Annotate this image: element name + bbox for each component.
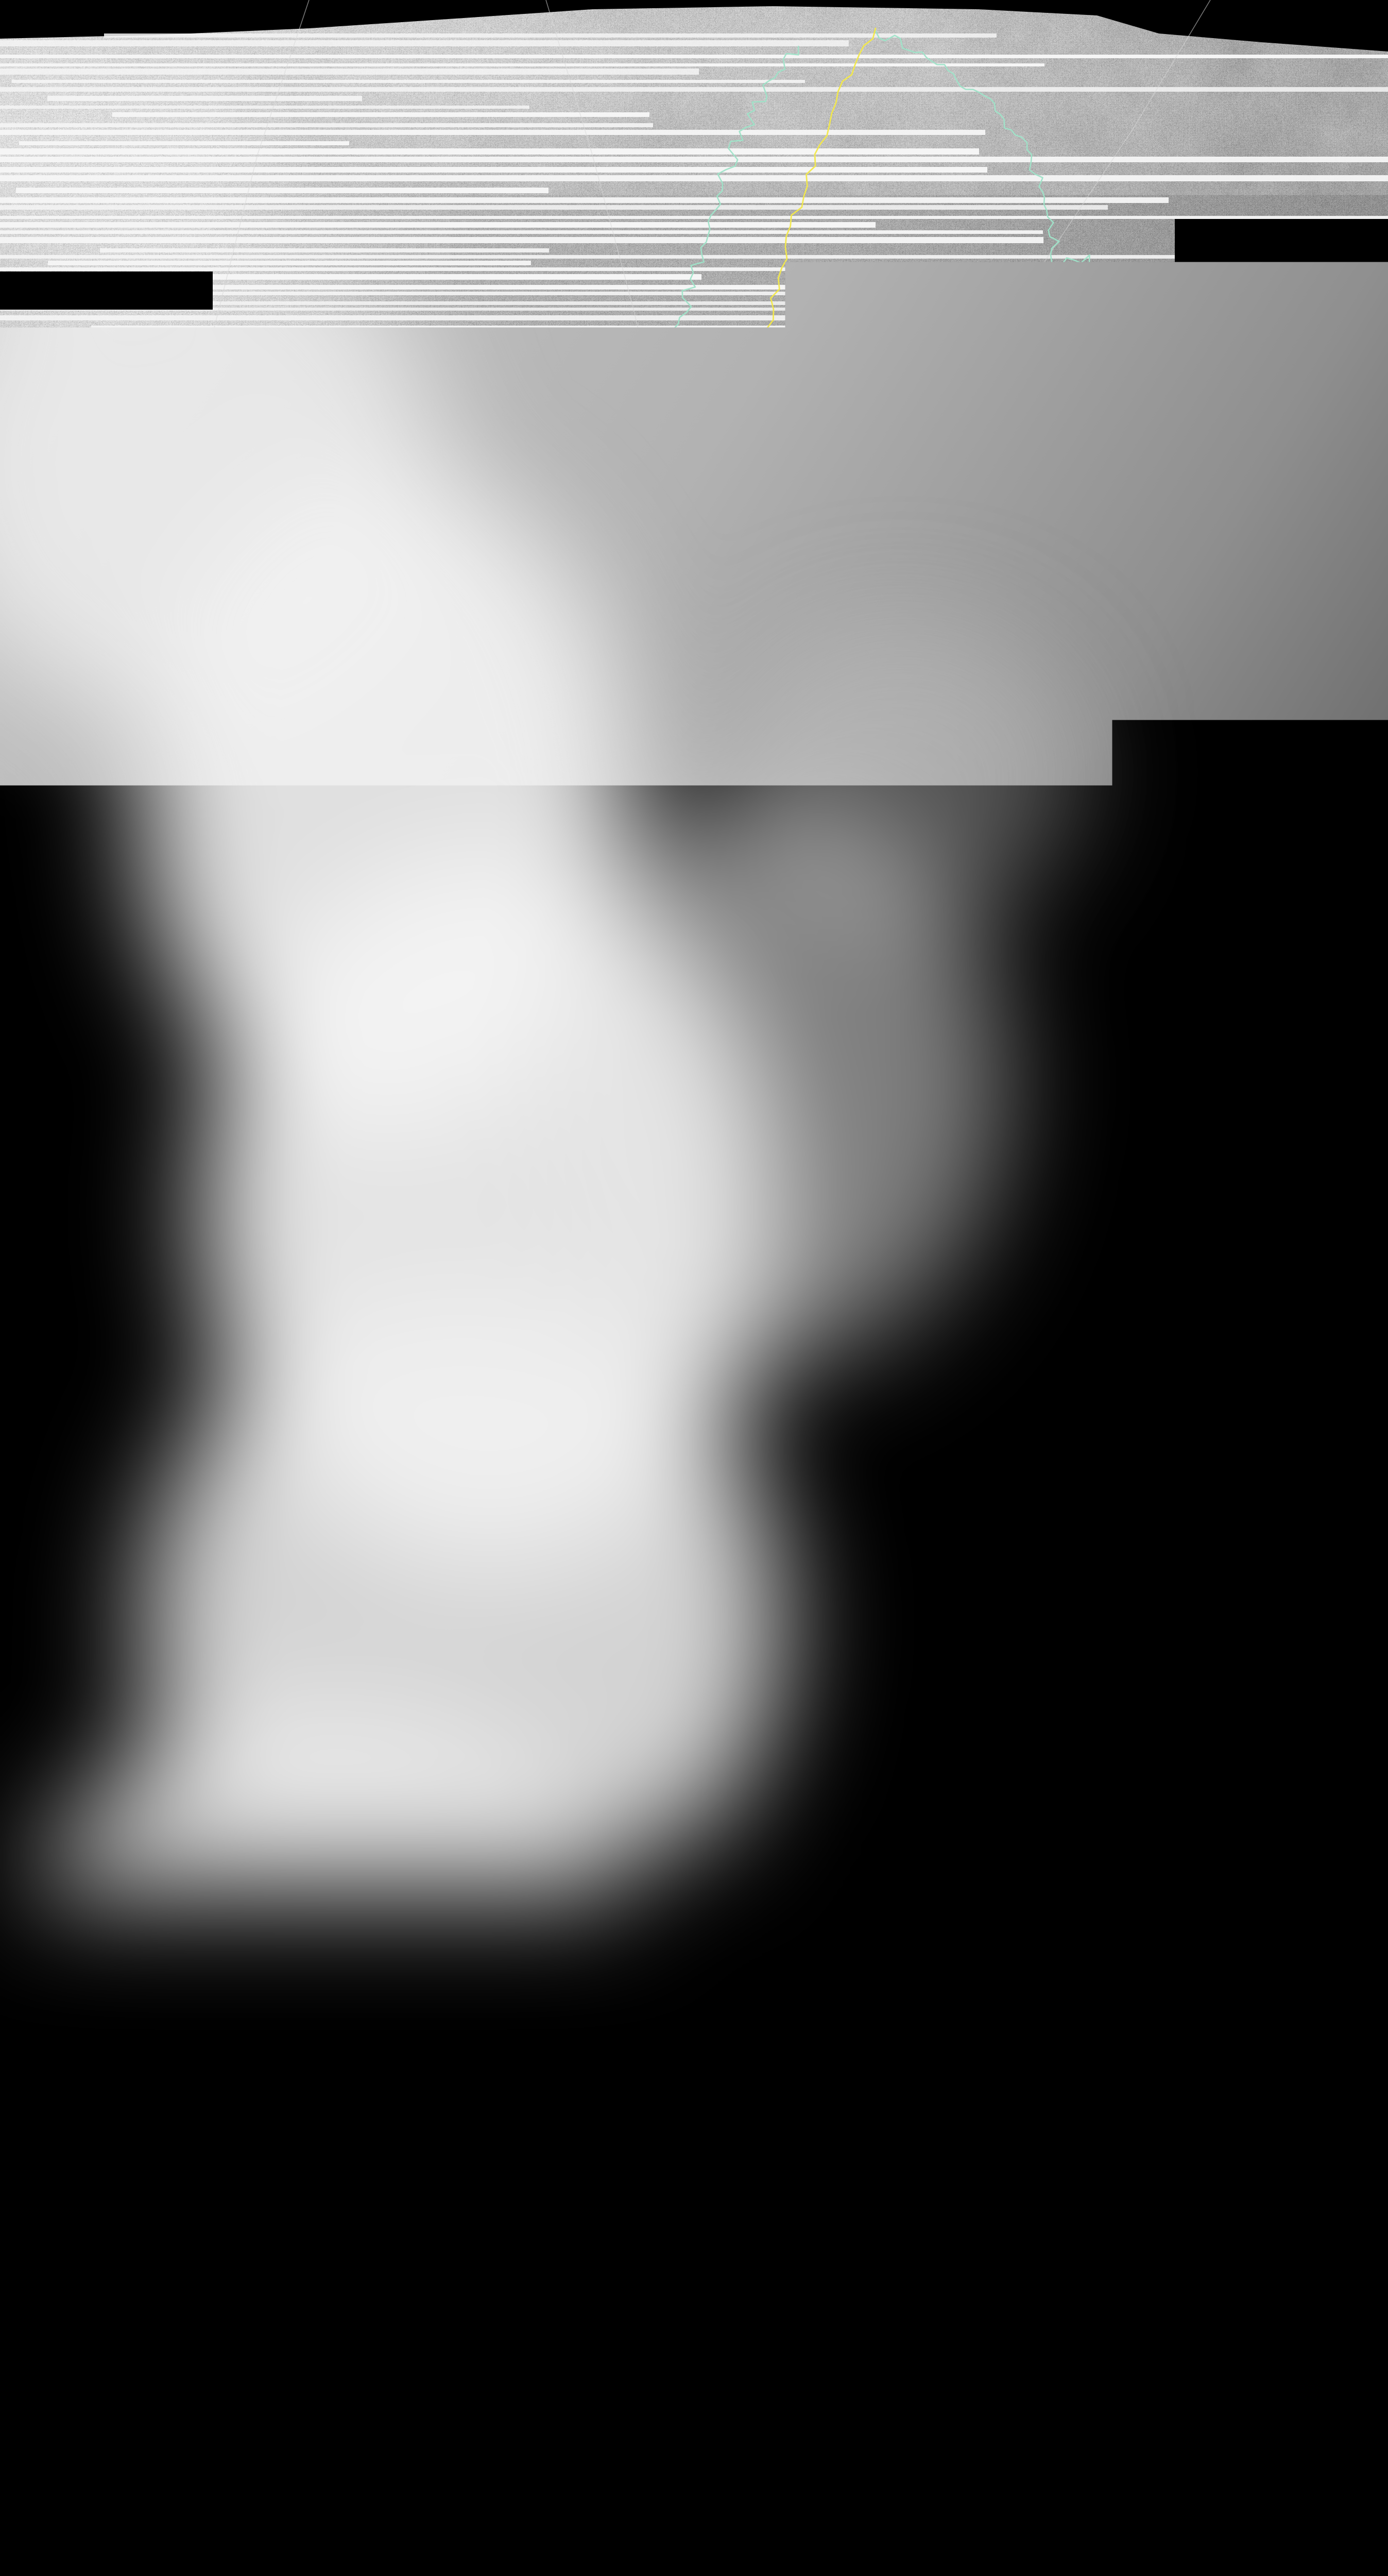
svg-text:Oslo: Oslo <box>744 1063 790 1088</box>
svg-text:Helsinki: Helsinki <box>1072 877 1151 903</box>
svg-text:Luxembourg: Luxembourg <box>741 1601 867 1626</box>
svg-text:Dublin: Dublin <box>334 1555 398 1580</box>
svg-text:Budapest: Budapest <box>1268 1587 1364 1613</box>
svg-text:Stockholm: Stockholm <box>920 1005 1025 1030</box>
svg-text:Paris: Paris <box>693 1671 744 1696</box>
svg-text:Tallinn: Tallinn <box>1100 955 1164 980</box>
svg-text:Rome: Rome <box>1180 1985 1240 2010</box>
svg-text:Tunis: Tunis <box>1224 2238 1279 2263</box>
svg-text:Bern: Bern <box>955 1691 1003 1717</box>
svg-text:K?benhavn: K?benhavn <box>852 1265 967 1291</box>
svg-text:Algiers: Algiers <box>905 2361 975 2386</box>
svg-text:Amsterdam: Amsterdam <box>720 1542 836 1567</box>
svg-text:Prague: Prague <box>1063 1449 1136 1475</box>
svg-text:Minsk: Minsk <box>1356 1083 1388 1109</box>
svg-text:Andorra: Andorra <box>745 2057 826 2082</box>
svg-text:Berlin: Berlin <box>996 1386 1054 1411</box>
svg-text:Madrid: Madrid <box>573 2160 643 2185</box>
svg-text:Vienna: Vienna <box>1168 1597 1238 1622</box>
svg-text:Warsaw: Warsaw <box>1193 1241 1274 1266</box>
svg-text:Lisbon: Lisbon <box>345 2266 412 2291</box>
svg-text:Vilnius: Vilnius <box>1257 1086 1324 1111</box>
svg-text:London: London <box>477 1578 553 1603</box>
svg-text:Vaduz: Vaduz <box>986 1655 1049 1681</box>
svg-text:Zagreb: Zagreb <box>1215 1731 1287 1756</box>
svg-text:Riga: Riga <box>1168 1023 1214 1048</box>
svg-text:San Marino: San Marino <box>1093 1892 1209 1918</box>
svg-text:Monaco: Monaco <box>967 1946 1048 1972</box>
